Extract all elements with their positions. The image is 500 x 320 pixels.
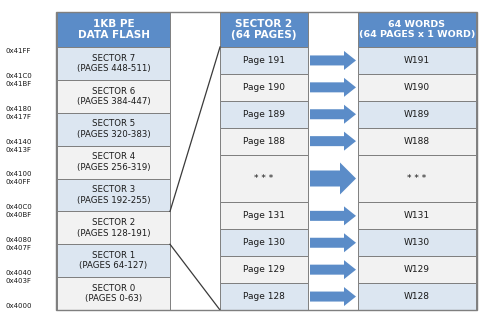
Text: Page 191: Page 191: [243, 56, 285, 65]
Bar: [57, 277, 170, 310]
Text: 0x4000: 0x4000: [5, 303, 32, 309]
Polygon shape: [310, 206, 356, 225]
Bar: [220, 256, 308, 283]
Bar: [358, 101, 476, 128]
Text: SECTOR 2
(PAGES 128-191): SECTOR 2 (PAGES 128-191): [77, 218, 150, 237]
Bar: [358, 155, 476, 203]
Text: SECTOR 5
(PAGES 320-383): SECTOR 5 (PAGES 320-383): [76, 119, 150, 139]
Text: SECTOR 0
(PAGES 0-63): SECTOR 0 (PAGES 0-63): [85, 284, 142, 303]
Text: W130: W130: [404, 238, 430, 247]
Bar: [57, 12, 170, 47]
Bar: [57, 47, 170, 80]
Bar: [57, 244, 170, 277]
Polygon shape: [310, 105, 356, 124]
Bar: [57, 80, 170, 113]
Text: 0x40C0: 0x40C0: [5, 204, 32, 210]
Text: 0x4100: 0x4100: [5, 172, 32, 178]
Bar: [220, 101, 308, 128]
Text: * * *: * * *: [254, 174, 274, 183]
Bar: [56, 12, 477, 310]
Text: Page 130: Page 130: [243, 238, 285, 247]
Bar: [220, 12, 308, 47]
Polygon shape: [310, 132, 356, 151]
Polygon shape: [310, 260, 356, 279]
Text: * * *: * * *: [408, 174, 426, 183]
Text: 0x413F: 0x413F: [5, 147, 31, 153]
Text: W190: W190: [404, 83, 430, 92]
Bar: [358, 74, 476, 101]
Bar: [358, 256, 476, 283]
Text: 0x40BF: 0x40BF: [5, 212, 31, 218]
Text: W188: W188: [404, 137, 430, 146]
Text: 0x417F: 0x417F: [5, 114, 31, 120]
Text: 64 WORDS
(64 PAGES x 1 WORD): 64 WORDS (64 PAGES x 1 WORD): [359, 20, 475, 39]
Text: Page 128: Page 128: [243, 292, 285, 301]
Text: Page 129: Page 129: [243, 265, 285, 274]
Polygon shape: [310, 287, 356, 306]
Text: 0x40FF: 0x40FF: [5, 180, 30, 186]
Text: W191: W191: [404, 56, 430, 65]
Bar: [358, 12, 476, 47]
Bar: [57, 212, 170, 244]
Text: SECTOR 4
(PAGES 256-319): SECTOR 4 (PAGES 256-319): [77, 152, 150, 172]
Text: 0x403F: 0x403F: [5, 278, 31, 284]
Text: 0x4140: 0x4140: [5, 139, 32, 145]
Text: 0x4080: 0x4080: [5, 237, 32, 243]
Text: W128: W128: [404, 292, 430, 301]
Text: 0x4040: 0x4040: [5, 270, 32, 276]
Text: Page 188: Page 188: [243, 137, 285, 146]
Bar: [358, 283, 476, 310]
Bar: [57, 113, 170, 146]
Text: SECTOR 2
(64 PAGES): SECTOR 2 (64 PAGES): [231, 19, 297, 40]
Bar: [220, 203, 308, 229]
Bar: [57, 179, 170, 212]
Polygon shape: [310, 163, 356, 195]
Bar: [220, 47, 308, 74]
Text: 0x41C0: 0x41C0: [5, 73, 32, 79]
Bar: [358, 229, 476, 256]
Polygon shape: [310, 233, 356, 252]
Bar: [220, 283, 308, 310]
Text: Page 131: Page 131: [243, 211, 285, 220]
Bar: [220, 155, 308, 203]
Polygon shape: [310, 51, 356, 70]
Text: SECTOR 6
(PAGES 384-447): SECTOR 6 (PAGES 384-447): [76, 87, 150, 106]
Bar: [358, 128, 476, 155]
Text: W129: W129: [404, 265, 430, 274]
Bar: [220, 74, 308, 101]
Bar: [57, 146, 170, 179]
Text: Page 190: Page 190: [243, 83, 285, 92]
Text: 0x41FF: 0x41FF: [5, 48, 30, 54]
Text: W189: W189: [404, 110, 430, 119]
Text: SECTOR 3
(PAGES 192-255): SECTOR 3 (PAGES 192-255): [77, 185, 150, 204]
Text: 0x4180: 0x4180: [5, 106, 32, 112]
Bar: [220, 229, 308, 256]
Polygon shape: [310, 78, 356, 97]
Text: Page 189: Page 189: [243, 110, 285, 119]
Text: W131: W131: [404, 211, 430, 220]
Bar: [358, 203, 476, 229]
Text: SECTOR 7
(PAGES 448-511): SECTOR 7 (PAGES 448-511): [76, 54, 150, 73]
Bar: [220, 128, 308, 155]
Text: 0x407F: 0x407F: [5, 245, 31, 251]
Bar: [358, 47, 476, 74]
Text: 1KB PE
DATA FLASH: 1KB PE DATA FLASH: [78, 19, 150, 40]
Text: SECTOR 1
(PAGES 64-127): SECTOR 1 (PAGES 64-127): [80, 251, 148, 270]
Text: 0x41BF: 0x41BF: [5, 81, 31, 87]
